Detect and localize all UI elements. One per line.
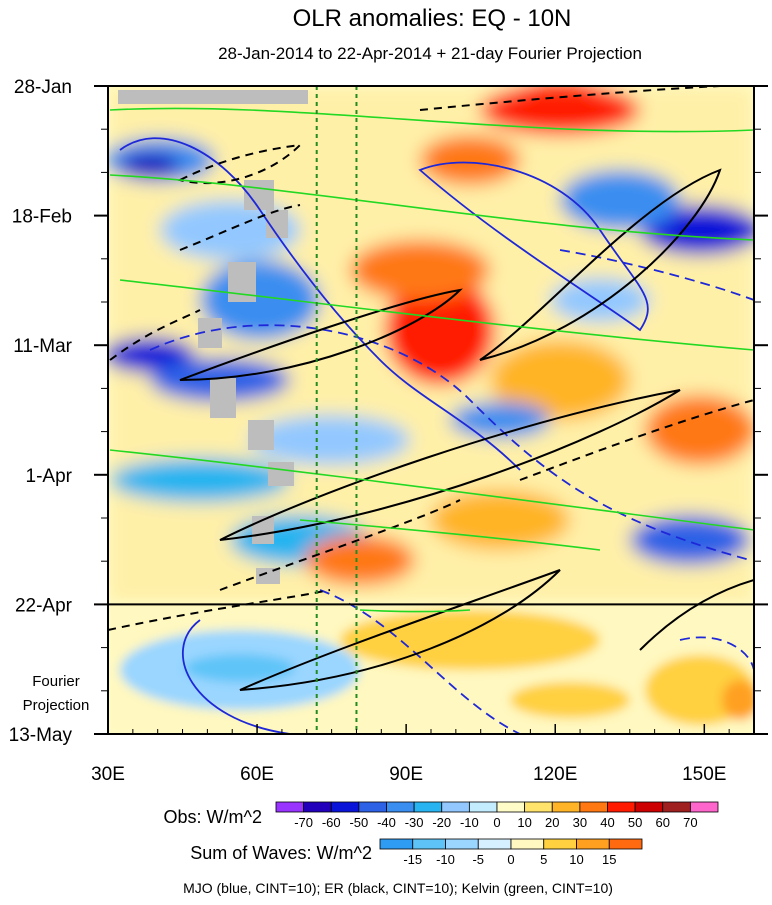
obs-bar-swatch-7: [468, 801, 498, 813]
obs-bar-level-label-8: 10: [517, 815, 531, 830]
obs-bar-swatch-11: [579, 801, 608, 813]
waves-bar-swatch-6: [576, 838, 610, 850]
waves-colorbar: Sum of Waves: W/m^2 -15 -10 -5 0 5 10 15: [190, 838, 643, 867]
footer-note: MJO (blue, CINT=10); ER (black, CINT=10)…: [183, 880, 613, 896]
obs-bar-level-label-2: -50: [349, 815, 368, 830]
waves-bar-level-label-1: -10: [436, 852, 455, 867]
obs-colorbar: Obs: W/m^2 -70 -60 -50 -40 -30 -20 -10 0 10 20 30 4…: [164, 801, 719, 830]
plot-area: 30E 60E 90E 120E 150E 28-Jan 18-Feb 11-Mar 1-Ap…: [9, 77, 768, 785]
obs-bar-swatch-3: [358, 801, 387, 813]
obs-bar-level-label-12: 50: [628, 815, 642, 830]
waves-bar-level-label-6: 15: [602, 852, 616, 867]
y-tick-label-3: 1-Apr: [26, 466, 73, 487]
obs-bar-level-label-11: 40: [600, 815, 614, 830]
waves-bar-level-label-2: -5: [472, 852, 484, 867]
obs-bar-level-label-0: -70: [294, 815, 313, 830]
waves-bar-level-label-5: 10: [569, 852, 583, 867]
obs-bar-swatch-8: [496, 801, 526, 813]
obs-bar-swatch-0: [275, 801, 305, 813]
obs-bar-swatch-15: [689, 801, 719, 813]
waves-colorbar-label: Sum of Waves: W/m^2: [190, 843, 372, 863]
x-axis: 30E 60E 90E 120E 150E: [91, 724, 730, 785]
obs-bar-swatch-14: [662, 801, 691, 813]
obs-bar-level-label-1: -60: [322, 815, 341, 830]
obs-bar-swatch-9: [524, 801, 553, 813]
obs-bar-swatch-13: [634, 801, 664, 813]
y-tick-label-5: 13-May: [9, 725, 73, 746]
y-axis: 28-Jan 18-Feb 11-Mar 1-Apr 22-Apr 13-May: [9, 77, 768, 746]
obs-bar-level-label-14: 70: [683, 815, 697, 830]
obs-bar-level-label-10: 30: [573, 815, 587, 830]
waves-bar-level-label-0: -15: [403, 852, 422, 867]
waves-bar-swatch-1: [412, 838, 446, 850]
obs-bar-level-label-3: -40: [377, 815, 396, 830]
er-contours: [108, 86, 754, 691]
obs-bar-level-label-13: 60: [656, 815, 670, 830]
obs-bar-swatch-10: [551, 801, 581, 813]
x-tick-label-1: 60E: [240, 764, 274, 785]
obs-bar-level-label-9: 20: [545, 815, 559, 830]
projection-label: Fourier Projection: [23, 673, 90, 714]
waves-bar-swatch-2: [445, 838, 479, 850]
waves-bar-level-label-3: 0: [507, 852, 514, 867]
x-tick-label-0: 30E: [91, 764, 125, 785]
waves-bar-swatch-4: [510, 838, 545, 850]
waves-bar-swatch-3: [477, 838, 512, 850]
y-tick-label-4: 22-Apr: [15, 595, 73, 616]
kelvin-contours: [109, 107, 754, 613]
obs-bar-swatch-6: [441, 801, 470, 813]
missing-data-patches: [118, 90, 308, 584]
y-tick-label-1: 18-Feb: [12, 207, 72, 228]
obs-anomaly-shading: [108, 86, 754, 604]
obs-colorbar-label: Obs: W/m^2: [164, 807, 262, 827]
obs-bar-level-label-6: -10: [460, 815, 479, 830]
projection-shading: [108, 604, 754, 734]
obs-bar-swatch-2: [330, 801, 360, 813]
x-tick-label-4: 150E: [682, 764, 726, 785]
x-tick-label-3: 120E: [533, 764, 577, 785]
waves-bar-swatch-7: [608, 838, 643, 850]
x-tick-label-2: 90E: [389, 764, 423, 785]
obs-bar-level-label-7: 0: [493, 815, 500, 830]
obs-bar-swatch-5: [413, 801, 443, 813]
waves-bar-swatch-5: [543, 838, 577, 850]
reference-meridians: [315, 86, 358, 734]
obs-bar-swatch-12: [607, 801, 636, 813]
y-tick-label-2: 11-Mar: [13, 336, 72, 357]
waves-bar-level-label-4: 5: [540, 852, 547, 867]
obs-bar-level-label-5: -20: [432, 815, 451, 830]
obs-bar-level-label-4: -30: [405, 815, 424, 830]
y-tick-label-0: 28-Jan: [14, 77, 72, 98]
chart-subtitle: 28-Jan-2014 to 22-Apr-2014 + 21-day Four…: [218, 44, 642, 63]
obs-bar-swatch-4: [386, 801, 415, 813]
obs-bar-swatch-1: [303, 801, 332, 813]
projection-label-line-1: Fourier: [32, 673, 80, 690]
chart-title: OLR anomalies: EQ - 10N: [293, 5, 572, 32]
waves-bar-swatch-0: [379, 838, 414, 850]
projection-label-line-2: Projection: [23, 697, 90, 714]
